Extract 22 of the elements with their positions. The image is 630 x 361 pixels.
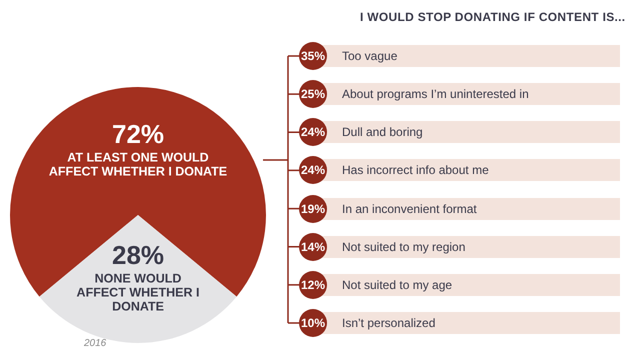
data-label: 72%	[112, 119, 164, 150]
category-label: Not suited to my region	[342, 240, 466, 254]
category-label: Has incorrect info about me	[342, 163, 489, 178]
data-label: 19%	[299, 194, 327, 223]
category-label: Isn’t personalized	[342, 316, 436, 330]
data-label: 28%	[112, 240, 164, 270]
category-label: Too vague	[342, 49, 398, 63]
data-label: 10%	[299, 309, 327, 337]
data-label: 24%	[299, 118, 327, 146]
data-label: 24%	[299, 156, 327, 184]
category-label: Dull and boring	[342, 125, 423, 140]
data-label: 35%	[299, 42, 327, 70]
category-label: Not suited to my age	[342, 278, 452, 292]
text: I WOULD STOP DONATING IF CONTENT IS...	[360, 10, 626, 24]
category-label: About programs I’m uninterested in	[342, 87, 529, 102]
slice-label: NONE WOULD AFFECT WHETHER I DONATE	[76, 271, 200, 314]
data-label: 14%	[299, 232, 327, 261]
category-label: In an inconvenient format	[342, 202, 477, 216]
data-label: 25%	[299, 80, 327, 108]
data-label: 12%	[299, 270, 327, 299]
slice-label: AT LEAST ONE WOULD AFFECT WHETHER I DONATE	[48, 150, 228, 178]
text: 2016	[84, 338, 106, 349]
